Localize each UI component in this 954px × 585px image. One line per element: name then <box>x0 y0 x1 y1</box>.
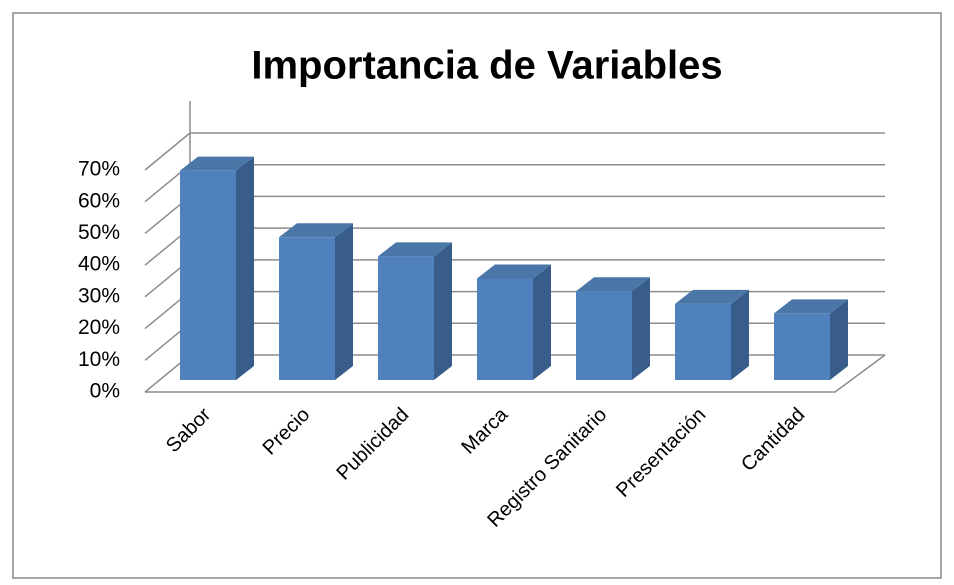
floor <box>145 354 886 393</box>
bar <box>477 278 533 380</box>
y-tick-label: 30% <box>78 284 120 307</box>
bar-top <box>279 223 353 238</box>
bar-top <box>675 289 749 304</box>
y-tick-label: 10% <box>78 348 120 371</box>
bar-top <box>576 277 650 292</box>
bar-side <box>731 289 749 380</box>
y-tick-label: 20% <box>78 316 120 339</box>
bar <box>180 170 236 380</box>
bar-side <box>533 264 551 380</box>
bar-side <box>830 299 848 380</box>
bar <box>675 303 731 380</box>
y-tick-label: 60% <box>78 189 120 212</box>
y-tick-label: 0% <box>90 380 120 403</box>
bar-top <box>477 264 551 279</box>
bar <box>378 256 434 380</box>
chart-title: Importancia de Variables <box>251 44 722 88</box>
bar-top <box>180 156 254 171</box>
bar-side <box>632 277 650 380</box>
bar <box>576 291 632 380</box>
y-tick-label: 70% <box>78 158 120 181</box>
y-tick-label: 50% <box>78 221 120 244</box>
grid-line <box>144 132 191 171</box>
bar <box>774 313 830 380</box>
bar-top <box>378 242 452 257</box>
bar-side <box>236 156 254 380</box>
bar <box>279 237 335 380</box>
bar-side <box>434 242 452 380</box>
bar-top <box>774 299 848 314</box>
y-tick-label: 40% <box>78 253 120 276</box>
bar-side <box>335 223 353 380</box>
